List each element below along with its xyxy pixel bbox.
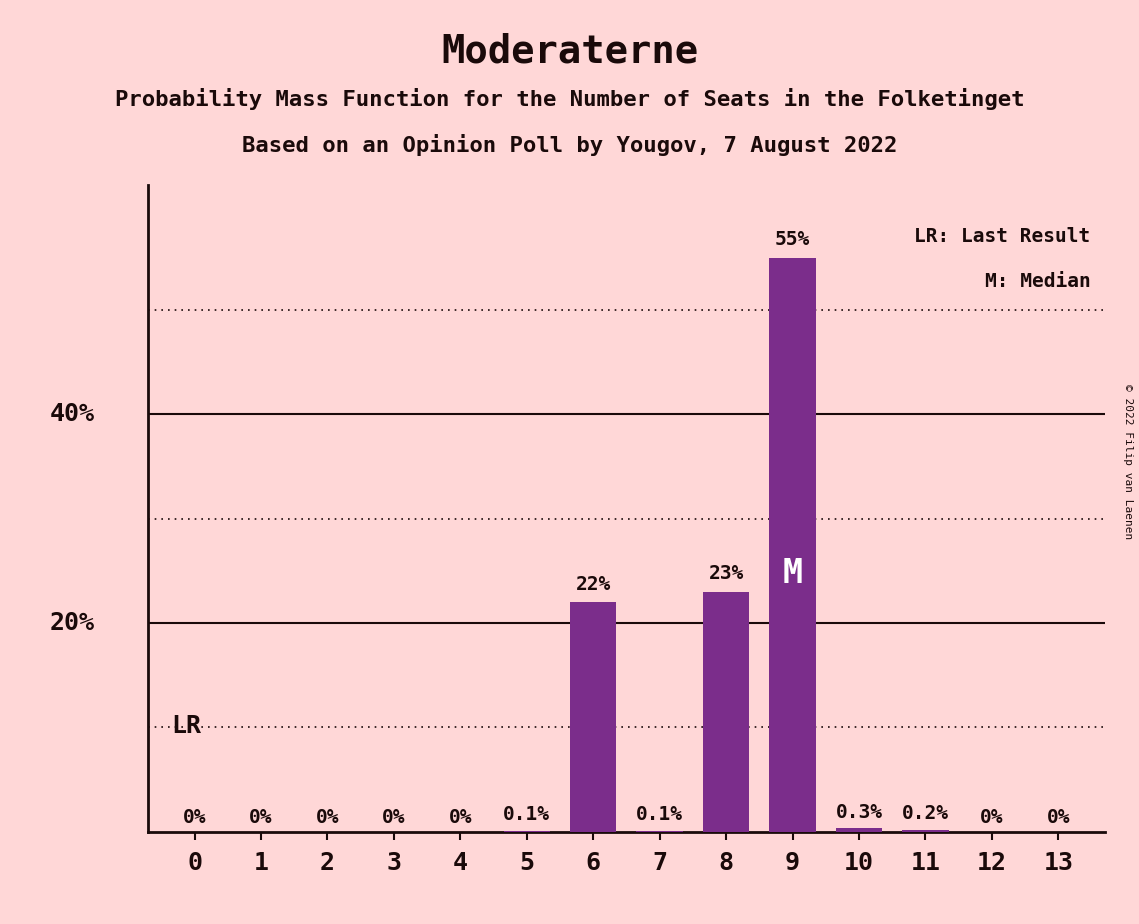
Text: 0%: 0% [183, 808, 206, 827]
Bar [769, 258, 816, 832]
Bar [902, 830, 949, 832]
Text: M: M [782, 557, 803, 590]
Text: 0.3%: 0.3% [836, 803, 883, 822]
Text: 0%: 0% [449, 808, 472, 827]
Text: © 2022 Filip van Laenen: © 2022 Filip van Laenen [1123, 384, 1133, 540]
Text: Based on an Opinion Poll by Yougov, 7 August 2022: Based on an Opinion Poll by Yougov, 7 Au… [241, 134, 898, 156]
Text: 20%: 20% [50, 611, 95, 635]
Bar [503, 831, 550, 832]
Bar [637, 831, 683, 832]
Bar [836, 829, 883, 832]
Text: Moderaterne: Moderaterne [441, 32, 698, 70]
Text: 0%: 0% [383, 808, 405, 827]
Text: 0%: 0% [981, 808, 1003, 827]
Text: 0%: 0% [1047, 808, 1070, 827]
Text: Probability Mass Function for the Number of Seats in the Folketinget: Probability Mass Function for the Number… [115, 88, 1024, 110]
Text: 40%: 40% [50, 402, 95, 426]
Text: 22%: 22% [575, 575, 611, 594]
Text: M: Median: M: Median [985, 272, 1090, 291]
Text: 0%: 0% [316, 808, 339, 827]
Text: 0.1%: 0.1% [503, 806, 550, 824]
Text: LR: Last Result: LR: Last Result [915, 226, 1090, 246]
Text: 0%: 0% [249, 808, 272, 827]
Text: 0.1%: 0.1% [637, 806, 683, 824]
Text: 23%: 23% [708, 565, 744, 583]
Text: 0.2%: 0.2% [902, 804, 949, 823]
Text: 55%: 55% [775, 230, 810, 249]
Text: LR: LR [171, 714, 202, 737]
Bar [570, 602, 616, 832]
Bar [703, 591, 749, 832]
